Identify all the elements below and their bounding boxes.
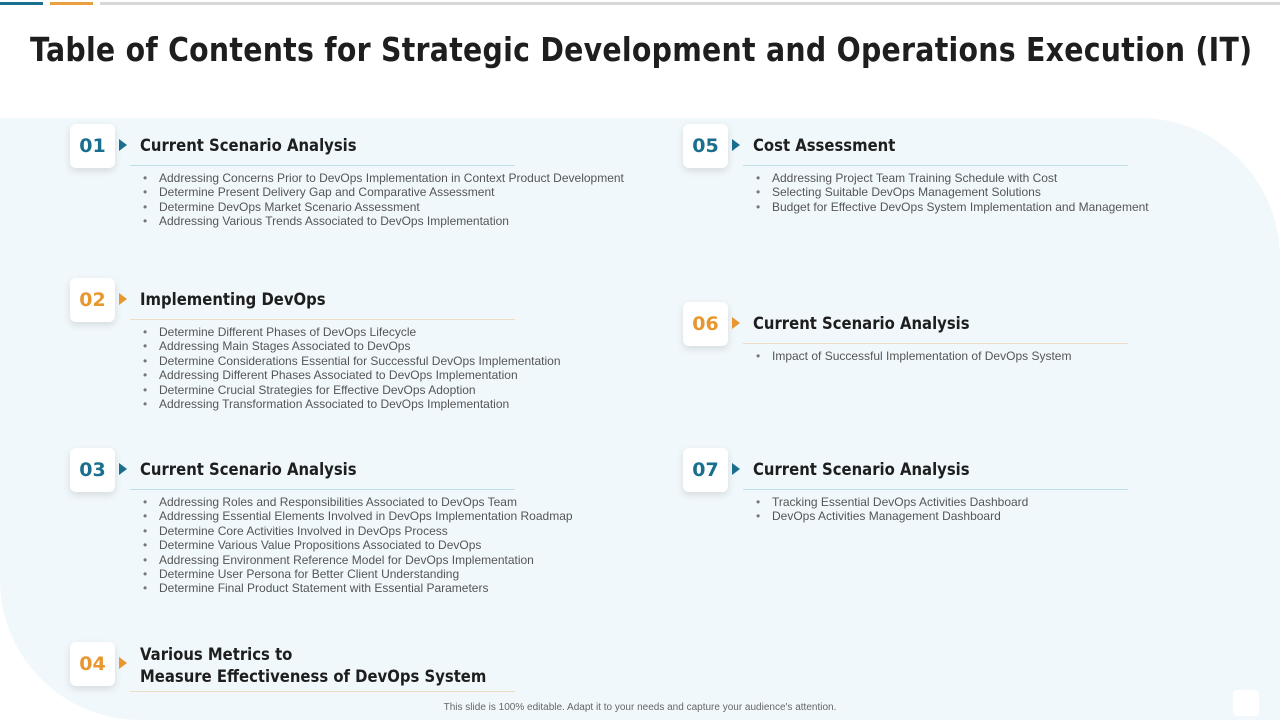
page-title: Table of Contents for Strategic Developm… bbox=[30, 30, 1253, 69]
list-item: Determine Various Value Propositions Ass… bbox=[143, 538, 573, 553]
list-item: DevOps Activities Management Dashboard bbox=[756, 509, 1028, 524]
section-number: 07 bbox=[683, 448, 728, 492]
list-item: Determine DevOps Market Scenario Assessm… bbox=[143, 200, 624, 215]
arrow-right-icon bbox=[119, 139, 127, 151]
list-item: Impact of Successful Implementation of D… bbox=[756, 349, 1071, 364]
section-number: 04 bbox=[70, 642, 115, 686]
list-item: Tracking Essential DevOps Activities Das… bbox=[756, 495, 1028, 510]
list-item: Determine Considerations Essential for S… bbox=[143, 354, 561, 369]
arrow-right-icon bbox=[732, 463, 740, 475]
accent-bar-gray bbox=[100, 2, 1280, 5]
list-item: Addressing Various Trends Associated to … bbox=[143, 214, 624, 229]
list-item: Addressing Concerns Prior to DevOps Impl… bbox=[143, 171, 624, 186]
list-item: Determine Final Product Statement with E… bbox=[143, 581, 573, 596]
bullet-list: Impact of Successful Implementation of D… bbox=[756, 349, 1071, 364]
arrow-right-icon bbox=[119, 293, 127, 305]
divider bbox=[130, 691, 515, 692]
section-heading: Implementing DevOps bbox=[140, 290, 326, 309]
divider bbox=[743, 489, 1128, 490]
section-number: 03 bbox=[70, 448, 115, 492]
section-number: 02 bbox=[70, 278, 115, 322]
list-item: Determine Present Delivery Gap and Compa… bbox=[143, 185, 624, 200]
arrow-right-icon bbox=[732, 317, 740, 329]
arrow-right-icon bbox=[119, 657, 127, 669]
arrow-right-icon bbox=[732, 139, 740, 151]
divider bbox=[130, 489, 515, 490]
list-item: Determine Different Phases of DevOps Lif… bbox=[143, 325, 561, 340]
bullet-list: Addressing Roles and Responsibilities As… bbox=[143, 495, 573, 596]
list-item: Addressing Transformation Associated to … bbox=[143, 397, 561, 412]
list-item: Addressing Main Stages Associated to Dev… bbox=[143, 339, 561, 354]
list-item: Addressing Roles and Responsibilities As… bbox=[143, 495, 573, 510]
section-heading: Current Scenario Analysis bbox=[753, 460, 970, 479]
section-number: 01 bbox=[70, 124, 115, 168]
divider bbox=[130, 165, 515, 166]
list-item: Addressing Different Phases Associated t… bbox=[143, 368, 561, 383]
footer-note: This slide is 100% editable. Adapt it to… bbox=[443, 702, 837, 713]
list-item: Addressing Essential Elements Involved i… bbox=[143, 509, 573, 524]
list-item: Selecting Suitable DevOps Management Sol… bbox=[756, 185, 1149, 200]
accent-bar-teal bbox=[0, 2, 43, 5]
bullet-list: Tracking Essential DevOps Activities Das… bbox=[756, 495, 1028, 524]
section-heading: Current Scenario Analysis bbox=[140, 136, 357, 155]
divider bbox=[130, 319, 515, 320]
arrow-right-icon bbox=[119, 463, 127, 475]
accent-bar-orange bbox=[50, 2, 93, 5]
section-heading: Various Metrics to Measure Effectiveness … bbox=[140, 645, 487, 686]
list-item: Determine Crucial Strategies for Effecti… bbox=[143, 383, 561, 398]
divider bbox=[743, 343, 1128, 344]
section-number: 06 bbox=[683, 302, 728, 346]
section-number: 05 bbox=[683, 124, 728, 168]
list-item: Addressing Environment Reference Model f… bbox=[143, 553, 573, 568]
list-item: Determine Core Activities Involved in De… bbox=[143, 524, 573, 539]
corner-box bbox=[1233, 690, 1259, 716]
list-item: Budget for Effective DevOps System Imple… bbox=[756, 200, 1149, 215]
bullet-list: Determine Different Phases of DevOps Lif… bbox=[143, 325, 561, 412]
bullet-list: Addressing Concerns Prior to DevOps Impl… bbox=[143, 171, 624, 229]
bullet-list: Addressing Project Team Training Schedul… bbox=[756, 171, 1149, 215]
section-heading: Current Scenario Analysis bbox=[140, 460, 357, 479]
list-item: Addressing Project Team Training Schedul… bbox=[756, 171, 1149, 186]
section-heading: Current Scenario Analysis bbox=[753, 314, 970, 333]
section-heading: Cost Assessment bbox=[753, 136, 896, 155]
list-item: Determine User Persona for Better Client… bbox=[143, 567, 573, 582]
divider bbox=[743, 165, 1128, 166]
